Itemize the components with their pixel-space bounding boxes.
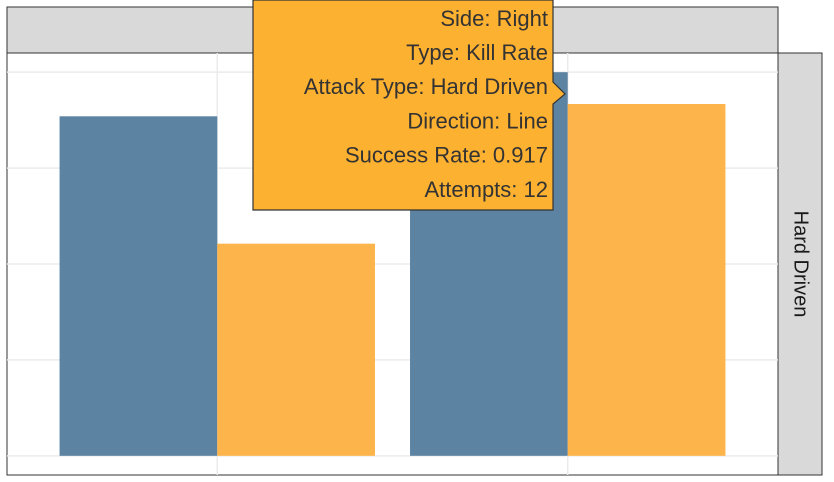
tooltip-line: Side: Right	[440, 6, 548, 31]
bar	[217, 243, 375, 456]
bar	[567, 104, 726, 456]
tooltip-line: Attack Type: Hard Driven	[304, 74, 548, 99]
tooltip-line: Success Rate: 0.917	[345, 143, 548, 168]
tooltip-box	[252, 0, 566, 211]
tooltip-text: Side: Right Type: Kill Rate Attack Type: H…	[304, 6, 548, 202]
bar	[59, 116, 218, 456]
tooltip-line: Type: Kill Rate	[406, 40, 548, 65]
right-strip	[777, 52, 823, 476]
tooltip: Side: Right Type: Kill Rate Attack Type: H…	[252, 0, 566, 211]
tooltip-line: Attempts: 12	[424, 177, 548, 202]
tooltip-line: Direction: Line	[407, 108, 548, 133]
facet-label: Hard Driven	[790, 211, 812, 318]
